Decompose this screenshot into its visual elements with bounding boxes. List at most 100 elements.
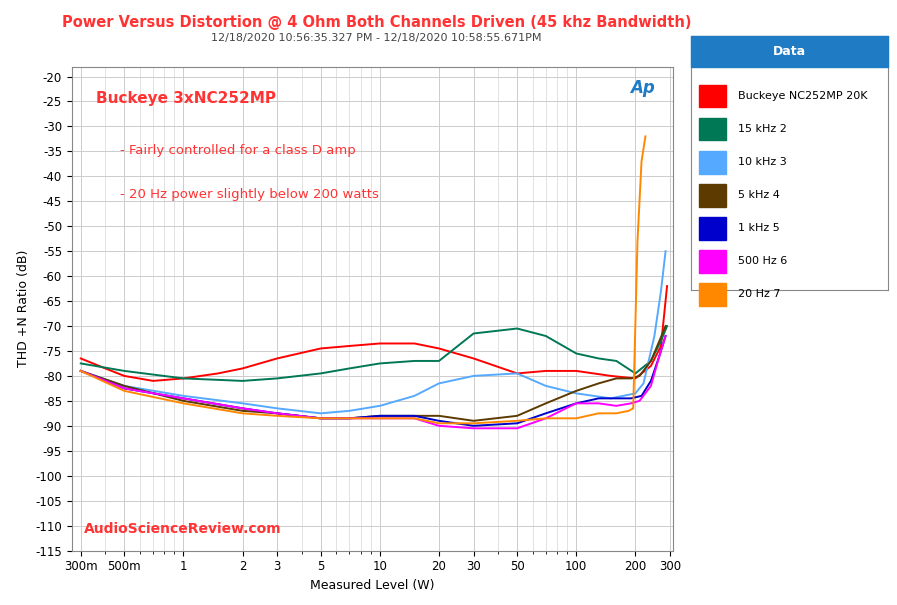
15 kHz 2: [374, 360, 385, 367]
Line: Buckeye NC252MP 20K: Buckeye NC252MP 20K: [81, 286, 667, 381]
5 kHz 4: [119, 382, 130, 390]
5 kHz 4: [179, 397, 189, 405]
10 kHz 3: [570, 390, 581, 397]
15 kHz 2: [433, 358, 444, 365]
500 Hz 6: [179, 394, 189, 402]
1 kHz 5: [75, 367, 86, 374]
10 kHz 3: [179, 392, 189, 399]
1 kHz 5: [468, 422, 479, 430]
Text: 20 Hz 7: 20 Hz 7: [738, 289, 780, 299]
15 kHz 2: [646, 358, 657, 365]
Text: - Fairly controlled for a class D amp: - Fairly controlled for a class D amp: [120, 144, 355, 157]
500 Hz 6: [119, 385, 130, 392]
Buckeye NC252MP 20K: [75, 355, 86, 362]
10 kHz 3: [656, 287, 666, 295]
Buckeye NC252MP 20K: [374, 340, 385, 347]
Bar: [699, 85, 727, 108]
20 Hz 7: [179, 400, 189, 407]
1 kHz 5: [433, 417, 444, 425]
500 Hz 6: [374, 414, 385, 422]
15 kHz 2: [237, 378, 248, 385]
5 kHz 4: [409, 412, 420, 419]
20 Hz 7: [316, 414, 327, 422]
5 kHz 4: [611, 374, 622, 382]
500 Hz 6: [75, 367, 86, 374]
15 kHz 2: [662, 322, 673, 330]
Buckeye NC252MP 20K: [213, 370, 223, 377]
20 Hz 7: [512, 417, 523, 425]
Buckeye NC252MP 20K: [100, 365, 110, 372]
Text: 10 kHz 3: 10 kHz 3: [738, 157, 787, 167]
Buckeye NC252MP 20K: [409, 340, 420, 347]
Buckeye NC252MP 20K: [179, 374, 189, 382]
Buckeye NC252MP 20K: [433, 345, 444, 352]
15 kHz 2: [512, 325, 523, 332]
Text: 1 kHz 5: 1 kHz 5: [738, 223, 779, 233]
20 Hz 7: [374, 414, 385, 422]
15 kHz 2: [179, 374, 189, 382]
1 kHz 5: [512, 420, 523, 427]
20 Hz 7: [75, 367, 86, 374]
1 kHz 5: [636, 392, 647, 399]
Buckeye NC252MP 20K: [316, 345, 327, 352]
20 Hz 7: [344, 414, 355, 422]
1 kHz 5: [540, 410, 551, 417]
Buckeye NC252MP 20K: [237, 365, 248, 372]
500 Hz 6: [344, 414, 355, 422]
1 kHz 5: [272, 410, 283, 417]
Buckeye NC252MP 20K: [630, 374, 640, 382]
10 kHz 3: [316, 410, 327, 417]
20 Hz 7: [272, 412, 283, 419]
Text: 15 kHz 2: 15 kHz 2: [738, 124, 787, 134]
Text: Ap: Ap: [630, 79, 655, 97]
5 kHz 4: [660, 322, 671, 330]
Text: Buckeye 3xNC252MP: Buckeye 3xNC252MP: [96, 91, 275, 106]
5 kHz 4: [593, 380, 604, 387]
Buckeye NC252MP 20K: [119, 372, 130, 379]
500 Hz 6: [540, 414, 551, 422]
500 Hz 6: [611, 402, 622, 410]
20 Hz 7: [409, 414, 420, 422]
Line: 1 kHz 5: 1 kHz 5: [81, 336, 666, 426]
500 Hz 6: [468, 425, 479, 432]
20 Hz 7: [628, 405, 639, 412]
20 Hz 7: [570, 414, 581, 422]
15 kHz 2: [75, 360, 86, 367]
Buckeye NC252MP 20K: [605, 372, 616, 379]
500 Hz 6: [654, 352, 665, 359]
15 kHz 2: [630, 370, 640, 377]
15 kHz 2: [272, 374, 283, 382]
Line: 5 kHz 4: 5 kHz 4: [81, 326, 666, 421]
5 kHz 4: [540, 400, 551, 407]
Buckeye NC252MP 20K: [662, 283, 673, 290]
10 kHz 3: [468, 372, 479, 379]
1 kHz 5: [660, 332, 671, 339]
10 kHz 3: [630, 390, 640, 397]
10 kHz 3: [605, 394, 616, 402]
5 kHz 4: [634, 372, 645, 379]
Buckeye NC252MP 20K: [344, 342, 355, 350]
5 kHz 4: [654, 338, 665, 345]
10 kHz 3: [512, 370, 523, 377]
500 Hz 6: [625, 400, 636, 407]
1 kHz 5: [570, 400, 581, 407]
500 Hz 6: [512, 425, 523, 432]
5 kHz 4: [75, 367, 86, 374]
5 kHz 4: [646, 358, 657, 365]
500 Hz 6: [433, 422, 444, 430]
Bar: [699, 184, 727, 206]
Line: 20 Hz 7: 20 Hz 7: [81, 136, 646, 424]
5 kHz 4: [344, 414, 355, 422]
500 Hz 6: [646, 382, 657, 390]
Line: 10 kHz 3: 10 kHz 3: [81, 251, 666, 413]
1 kHz 5: [646, 378, 657, 385]
Bar: [699, 250, 727, 273]
15 kHz 2: [119, 367, 130, 374]
10 kHz 3: [119, 382, 130, 390]
Text: Power Versus Distortion @ 4 Ohm Both Channels Driven (45 khz Bandwidth): Power Versus Distortion @ 4 Ohm Both Cha…: [62, 15, 692, 30]
Line: 500 Hz 6: 500 Hz 6: [81, 336, 666, 428]
10 kHz 3: [649, 332, 660, 339]
Text: AudioScienceReview.com: AudioScienceReview.com: [83, 522, 282, 536]
5 kHz 4: [512, 412, 523, 419]
15 kHz 2: [570, 350, 581, 357]
